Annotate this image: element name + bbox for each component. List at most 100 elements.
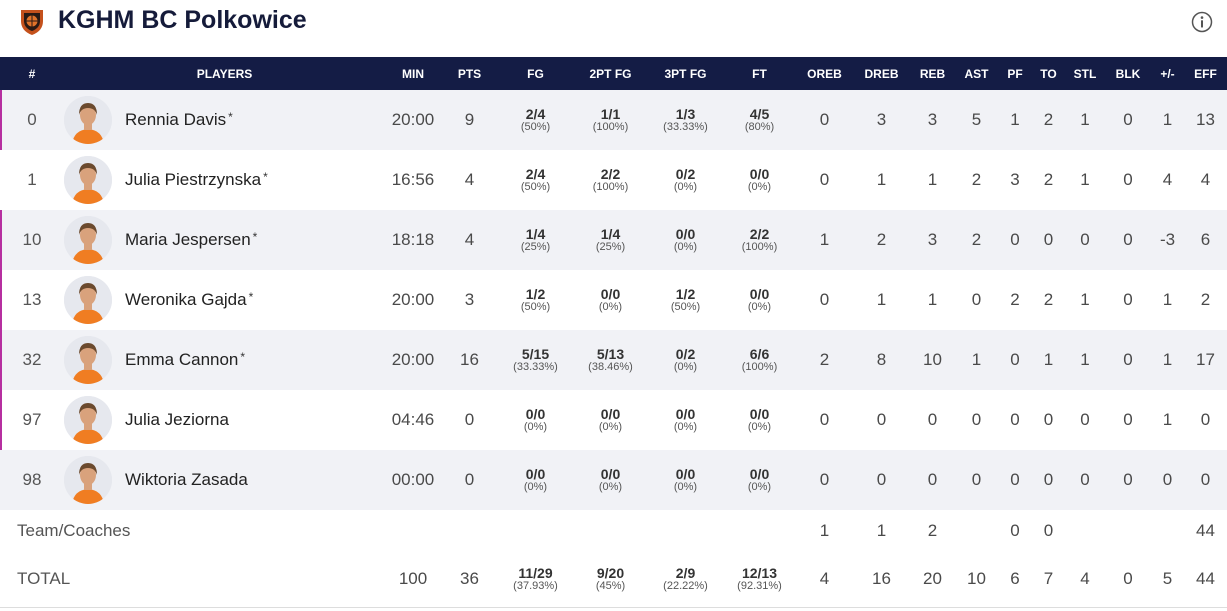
column-header-blk[interactable]: BLK bbox=[1105, 57, 1151, 90]
column-header-ft[interactable]: FT bbox=[723, 57, 796, 90]
reb: 10 bbox=[910, 330, 955, 390]
player-row[interactable]: 98 Wiktoria Zasada 00:00 0 0/0 (0%) 0/0 (0%) 0/0… bbox=[0, 450, 1227, 510]
stl: 1 bbox=[1065, 330, 1105, 390]
efficiency: 0 bbox=[1184, 450, 1227, 510]
column-header-reb[interactable]: REB bbox=[910, 57, 955, 90]
fg3: 0/2 (0%) bbox=[648, 330, 723, 390]
fg2-made-attempted: 1/1 bbox=[600, 105, 621, 122]
team-logo-icon bbox=[21, 10, 43, 35]
pf: 0 bbox=[998, 450, 1032, 510]
fg3-percentage: (0%) bbox=[673, 180, 698, 193]
total-fg3-percentage: (22.22%) bbox=[663, 579, 708, 592]
fg2: 1/4 (25%) bbox=[573, 210, 648, 270]
fg2: 1/1 (100%) bbox=[573, 90, 648, 150]
column-header-fg3[interactable]: 3PT FG bbox=[648, 57, 723, 90]
minutes: 20:00 bbox=[385, 330, 441, 390]
fg2-made-attempted: 5/13 bbox=[596, 345, 625, 362]
player-name[interactable]: Julia Jeziorna bbox=[125, 410, 229, 429]
dreb: 1 bbox=[876, 170, 887, 189]
total-fg-percentage: (37.93%) bbox=[513, 579, 558, 592]
player-avatar bbox=[64, 156, 112, 204]
total-fg3-made-attempted: 2/9 bbox=[675, 565, 696, 582]
player-name[interactable]: Weronika Gajda * bbox=[125, 290, 254, 309]
fg3-percentage: (0%) bbox=[673, 420, 698, 433]
fg3-percentage: (0%) bbox=[673, 480, 698, 493]
player-photo-icon bbox=[64, 336, 112, 384]
column-header-stl[interactable]: STL bbox=[1065, 57, 1105, 90]
player-row[interactable]: 97 Julia Jeziorna 04:46 0 0/0 (0%) 0/0 (0%) 0/0(… bbox=[0, 390, 1227, 450]
team-stl bbox=[1065, 510, 1105, 552]
ft: 4/5 (80%) bbox=[723, 90, 796, 150]
reb: 0 bbox=[927, 410, 938, 429]
team-reb: 2 bbox=[910, 510, 955, 552]
fg: 1/2 (50%) bbox=[498, 270, 573, 330]
column-header-ast[interactable]: AST bbox=[955, 57, 998, 90]
minutes: 20:00 bbox=[391, 290, 435, 309]
pf: 2 bbox=[1010, 290, 1020, 309]
player-name[interactable]: Julia Piestrzynska * bbox=[125, 170, 268, 189]
fg2-percentage: (0%) bbox=[598, 480, 623, 493]
stl: 0 bbox=[1080, 410, 1090, 429]
team-fg3 bbox=[648, 510, 723, 552]
player-row[interactable]: 0 Rennia Davis * 20:00 9 2/4 (50%) 1/1 (100%) 1/3… bbox=[0, 90, 1227, 150]
fg3-percentage: (33.33%) bbox=[663, 120, 708, 133]
total-fg: 11/29 (37.93%) bbox=[498, 552, 573, 608]
fg3-made-attempted: 0/2 bbox=[675, 165, 696, 182]
player-row[interactable]: 10 Maria Jespersen * 18:18 4 1/4 (25%) 1/4 (25%)… bbox=[0, 210, 1227, 270]
column-header-dreb[interactable]: DREB bbox=[853, 57, 910, 90]
player-name[interactable]: Emma Cannon * bbox=[125, 350, 246, 369]
column-header-oreb[interactable]: OREB bbox=[796, 57, 853, 90]
fg2-made-attempted: 2/2 bbox=[600, 165, 621, 182]
ft: 6/6 (100%) bbox=[723, 330, 796, 390]
fg3-percentage: (50%) bbox=[670, 300, 701, 313]
player-name[interactable]: Rennia Davis * bbox=[125, 110, 233, 129]
oreb: 2 bbox=[796, 330, 853, 390]
ft: 0/0 (0%) bbox=[723, 450, 796, 510]
column-header-min[interactable]: MIN bbox=[385, 57, 441, 90]
column-header-eff[interactable]: EFF bbox=[1184, 57, 1227, 90]
column-header-to[interactable]: TO bbox=[1032, 57, 1065, 90]
starter-marker: * bbox=[248, 290, 254, 304]
player-number: 1 bbox=[27, 170, 37, 189]
total-fg-made-attempted: 11/29 bbox=[518, 565, 553, 582]
points: 9 bbox=[441, 90, 498, 150]
blk: 0 bbox=[1123, 410, 1133, 429]
player-photo-icon bbox=[64, 276, 112, 324]
ft-made-attempted: 2/2 bbox=[749, 225, 770, 242]
column-header-pts[interactable]: PTS bbox=[441, 57, 498, 90]
player-name[interactable]: Wiktoria Zasada bbox=[125, 470, 248, 489]
fg3-made-attempted: 0/0 bbox=[675, 465, 696, 482]
column-header-fg[interactable]: FG bbox=[498, 57, 573, 90]
fg3-made-attempted: 0/0 bbox=[675, 225, 696, 242]
ft-percentage: (0%) bbox=[747, 300, 772, 313]
starter-marker: * bbox=[228, 110, 233, 124]
points: 4 bbox=[464, 170, 475, 189]
player-row[interactable]: 13 Weronika Gajda * 20:00 3 1/2 (50%) 0/0 (0%) 1/… bbox=[0, 270, 1227, 330]
team-blk bbox=[1105, 510, 1151, 552]
stl: 0 bbox=[1065, 450, 1105, 510]
total-eff: 44 bbox=[1184, 552, 1227, 608]
points: 4 bbox=[441, 210, 498, 270]
player-row[interactable]: 32 Emma Cannon * 20:00 16 5/15 (33.33%) 5/13 (38… bbox=[0, 330, 1227, 390]
pf: 0 bbox=[998, 330, 1032, 390]
player-cell: Wiktoria Zasada bbox=[64, 450, 385, 510]
column-header-fg2[interactable]: 2PT FG bbox=[573, 57, 648, 90]
blk: 0 bbox=[1105, 450, 1151, 510]
player-row[interactable]: 1 Julia Piestrzynska * 16:56 4 2/4 (50%) 2/2 (10… bbox=[0, 150, 1227, 210]
starter-marker: * bbox=[263, 170, 268, 184]
blk: 0 bbox=[1123, 170, 1133, 189]
fg-percentage: (50%) bbox=[520, 180, 551, 193]
column-header-pf[interactable]: PF bbox=[998, 57, 1032, 90]
pf: 0 bbox=[1010, 410, 1020, 429]
total-pf: 6 bbox=[998, 552, 1032, 608]
player-avatar bbox=[64, 96, 112, 144]
player-name[interactable]: Maria Jespersen * bbox=[125, 230, 258, 249]
info-icon[interactable] bbox=[1191, 11, 1213, 33]
fg-made-attempted: 0/0 bbox=[525, 405, 546, 422]
column-header-plus-minus[interactable]: +/- bbox=[1151, 57, 1184, 90]
to: 0 bbox=[1032, 450, 1065, 510]
column-header-players[interactable]: PLAYERS bbox=[64, 57, 385, 90]
fg-made-attempted: 1/4 bbox=[525, 225, 546, 242]
column-header-num[interactable]: # bbox=[0, 57, 64, 90]
fg-percentage: (0%) bbox=[523, 480, 548, 493]
